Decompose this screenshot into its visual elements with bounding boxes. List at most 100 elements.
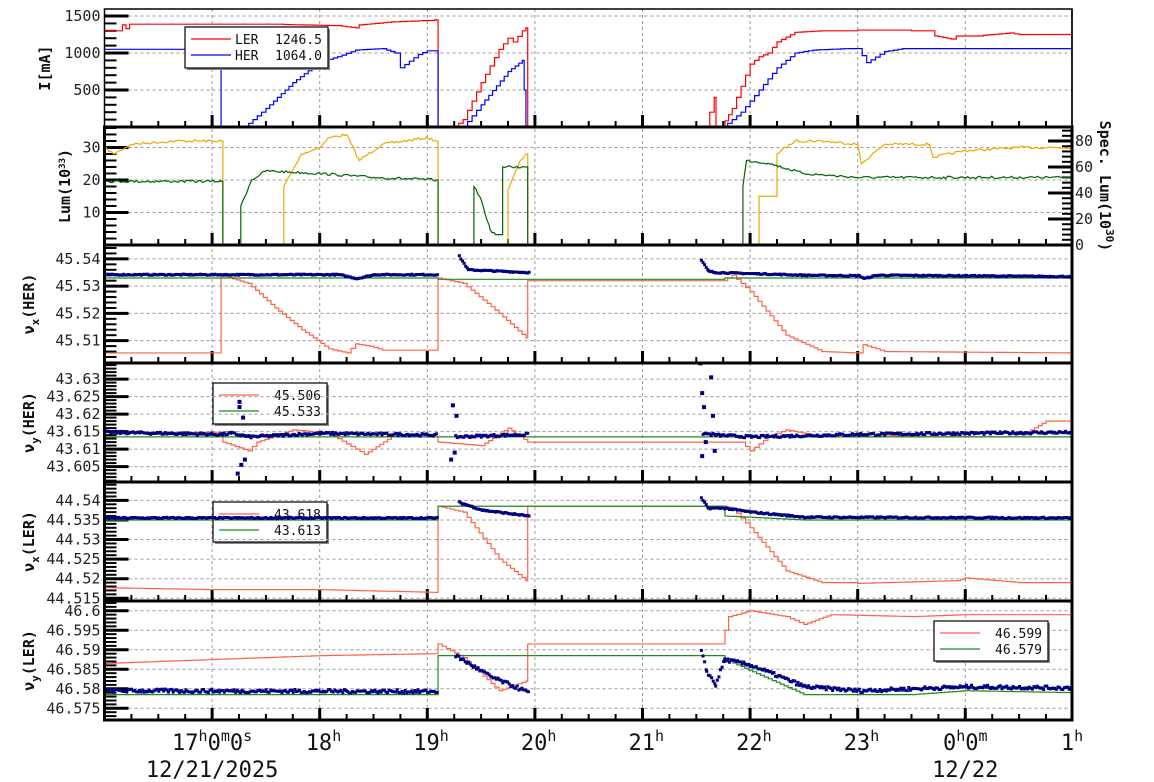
data-point (998, 430, 1002, 434)
data-point (174, 272, 178, 276)
data-point (872, 689, 876, 693)
data-point (1043, 274, 1047, 278)
data-point (495, 434, 499, 438)
data-point (157, 273, 161, 277)
data-point (123, 273, 127, 277)
data-point (1040, 274, 1044, 278)
y-tick-label: 30 (82, 138, 100, 156)
data-point (346, 690, 350, 693)
data-point (871, 515, 875, 519)
data-point (867, 688, 871, 692)
data-point (286, 273, 290, 277)
data-point (302, 690, 306, 693)
data-point (1032, 430, 1036, 434)
data-point (173, 516, 177, 520)
data-point (920, 274, 924, 278)
data-point (115, 687, 119, 691)
data-point (707, 506, 711, 510)
data-point (419, 273, 423, 277)
data-point (321, 432, 325, 435)
data-point (807, 273, 811, 277)
data-point (865, 689, 869, 693)
data-point (982, 684, 986, 688)
data-point (859, 690, 863, 694)
y-label-sub: x (29, 556, 42, 563)
data-point (1037, 274, 1041, 278)
data-point (900, 688, 904, 692)
data-point (248, 690, 252, 694)
data-point (347, 275, 351, 279)
data-point (1021, 274, 1025, 278)
data-point (418, 273, 422, 276)
data-point (410, 689, 414, 693)
data-point (1013, 274, 1017, 278)
data-point (908, 432, 912, 436)
data-point (270, 273, 274, 276)
data-point (518, 687, 522, 691)
data-point (144, 689, 148, 693)
data-point (912, 432, 916, 436)
data-point (955, 516, 959, 520)
data-point (921, 433, 925, 436)
data-point (306, 691, 310, 695)
data-point (499, 434, 502, 438)
data-point (1048, 687, 1052, 691)
data-point (1025, 431, 1029, 435)
data-point (206, 516, 210, 520)
data-point (1014, 686, 1018, 690)
data-point (872, 432, 876, 436)
data-point (462, 261, 466, 265)
data-point (751, 510, 755, 514)
data-point (740, 662, 744, 666)
data-point (259, 434, 263, 437)
data-point (986, 515, 990, 519)
data-point (306, 516, 310, 520)
label-hour: 0 (943, 731, 956, 756)
data-point (764, 511, 768, 515)
data-point (455, 436, 459, 440)
data-point (714, 271, 718, 275)
data-point (477, 507, 480, 511)
data-point (251, 434, 255, 438)
data-point (365, 274, 369, 278)
data-point (224, 689, 228, 693)
data-point (889, 431, 893, 435)
data-point (338, 516, 342, 520)
data-point (147, 517, 151, 520)
data-point (503, 269, 507, 273)
data-point (294, 690, 298, 694)
data-point (386, 516, 390, 519)
data-point (379, 690, 383, 694)
data-point (305, 433, 309, 437)
data-point (376, 273, 380, 277)
data-point (791, 273, 794, 277)
data-point (329, 432, 333, 436)
data-point (963, 684, 967, 688)
data-point (141, 272, 145, 276)
data-point (849, 433, 853, 437)
data-point (505, 432, 509, 436)
data-point (278, 689, 282, 693)
data-point (365, 691, 369, 695)
data-point (1027, 274, 1031, 278)
data-point (992, 431, 996, 435)
data-point (320, 517, 324, 520)
data-point (423, 273, 427, 277)
data-point (825, 434, 829, 438)
data-point (200, 516, 204, 520)
data-point (770, 434, 774, 438)
data-point (489, 433, 493, 437)
data-point (192, 517, 196, 521)
data-point (237, 690, 241, 694)
data-point (234, 273, 238, 277)
data-point (730, 271, 734, 274)
data-point (880, 515, 884, 519)
data-point (457, 254, 461, 258)
data-point (771, 272, 775, 276)
data-point (150, 516, 154, 520)
data-point (359, 431, 363, 435)
data-point (293, 516, 297, 520)
data-point (722, 660, 726, 664)
data-point (766, 511, 770, 515)
date-label: 12/22 (932, 758, 998, 782)
